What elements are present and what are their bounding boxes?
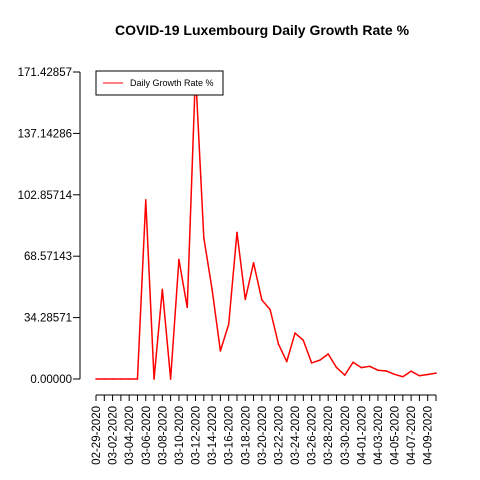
- data-point: [410, 370, 412, 372]
- x-tick-label: 03-22-2020: [273, 406, 285, 465]
- x-tick-label: 04-05-2020: [390, 406, 402, 465]
- data-point: [178, 258, 180, 261]
- data-point: [285, 360, 288, 363]
- data-point: [111, 378, 114, 380]
- data-point: [277, 343, 280, 345]
- x-tick-label: 03-18-2020: [240, 406, 252, 465]
- data-point: [352, 361, 354, 364]
- data-point: [343, 374, 346, 376]
- data-point: [186, 306, 189, 309]
- data-point: [120, 378, 122, 380]
- data-point: [252, 262, 255, 264]
- data-point: [261, 299, 263, 301]
- data-point: [368, 365, 371, 368]
- x-tick-label: 03-16-2020: [224, 406, 236, 465]
- x-tick-label: 03-20-2020: [257, 406, 269, 465]
- series-line-daily-growth-rate: [96, 71, 437, 380]
- data-point: [319, 359, 321, 361]
- data-point: [169, 378, 172, 380]
- legend: Daily Growth Rate %: [95, 70, 224, 96]
- x-tick-label: 03-04-2020: [124, 406, 136, 465]
- data-point: [236, 231, 238, 234]
- data-point: [426, 373, 429, 376]
- data-point: [227, 323, 230, 326]
- data-point: [244, 298, 247, 301]
- legend-entry-label: Daily Growth Rate %: [130, 78, 214, 88]
- data-point: [203, 236, 205, 239]
- x-tick-label: 03-28-2020: [323, 406, 335, 465]
- data-point: [335, 366, 338, 369]
- data-point: [310, 362, 313, 364]
- y-tick-label: 68.57143: [24, 251, 72, 263]
- x-tick-label: 03-12-2020: [191, 406, 203, 465]
- data-point: [327, 353, 330, 355]
- y-tick-label: 137.14286: [18, 128, 72, 140]
- x-tick-label: 03-06-2020: [141, 406, 153, 465]
- data-point: [144, 199, 147, 201]
- x-tick-label: 03-14-2020: [207, 406, 219, 465]
- data-point: [136, 378, 139, 380]
- chart-title: COVID-19 Luxembourg Daily Growth Rate %: [115, 22, 410, 38]
- x-axis: 02-29-2020 03-02-2020 03-04-2020 03-06-2020…: [91, 394, 437, 465]
- data-point: [435, 372, 437, 374]
- data-point: [153, 378, 155, 380]
- y-tick-label: 102.85714: [18, 190, 73, 202]
- x-tick-label: 04-07-2020: [406, 406, 418, 465]
- x-tick-label: 03-30-2020: [340, 406, 352, 465]
- y-tick-label: 171.42857: [18, 67, 72, 79]
- x-tick-label: 02-29-2020: [91, 406, 103, 465]
- data-point: [360, 366, 363, 369]
- data-point: [302, 339, 305, 342]
- data-point: [402, 375, 404, 378]
- data-point: [219, 350, 222, 352]
- data-point: [377, 369, 379, 372]
- y-tick-label: 34.28571: [24, 313, 72, 325]
- data-point: [385, 370, 388, 372]
- x-tick-label: 03-02-2020: [108, 406, 120, 465]
- data-point: [103, 378, 106, 380]
- x-tick-label: 03-10-2020: [174, 406, 186, 465]
- x-tick-label: 03-24-2020: [290, 406, 302, 465]
- data-point: [95, 378, 97, 380]
- x-tick-label: 04-01-2020: [356, 406, 368, 465]
- data-point: [128, 378, 130, 380]
- data-point: [418, 374, 421, 377]
- data-point: [211, 288, 213, 291]
- data-point: [393, 373, 396, 376]
- x-tick-label: 03-26-2020: [307, 406, 319, 465]
- x-tick-label: 04-09-2020: [423, 406, 435, 465]
- x-tick-label: 04-03-2020: [373, 406, 385, 465]
- y-axis: 0.00000 34.28571 68.57143 102.85714 137.1428…: [18, 67, 81, 386]
- data-point: [161, 288, 164, 291]
- series-layer: [95, 71, 437, 380]
- x-tick-label: 03-08-2020: [157, 406, 169, 465]
- data-point: [294, 332, 296, 334]
- data-point: [269, 308, 271, 311]
- y-tick-label: 0.00000: [30, 374, 72, 386]
